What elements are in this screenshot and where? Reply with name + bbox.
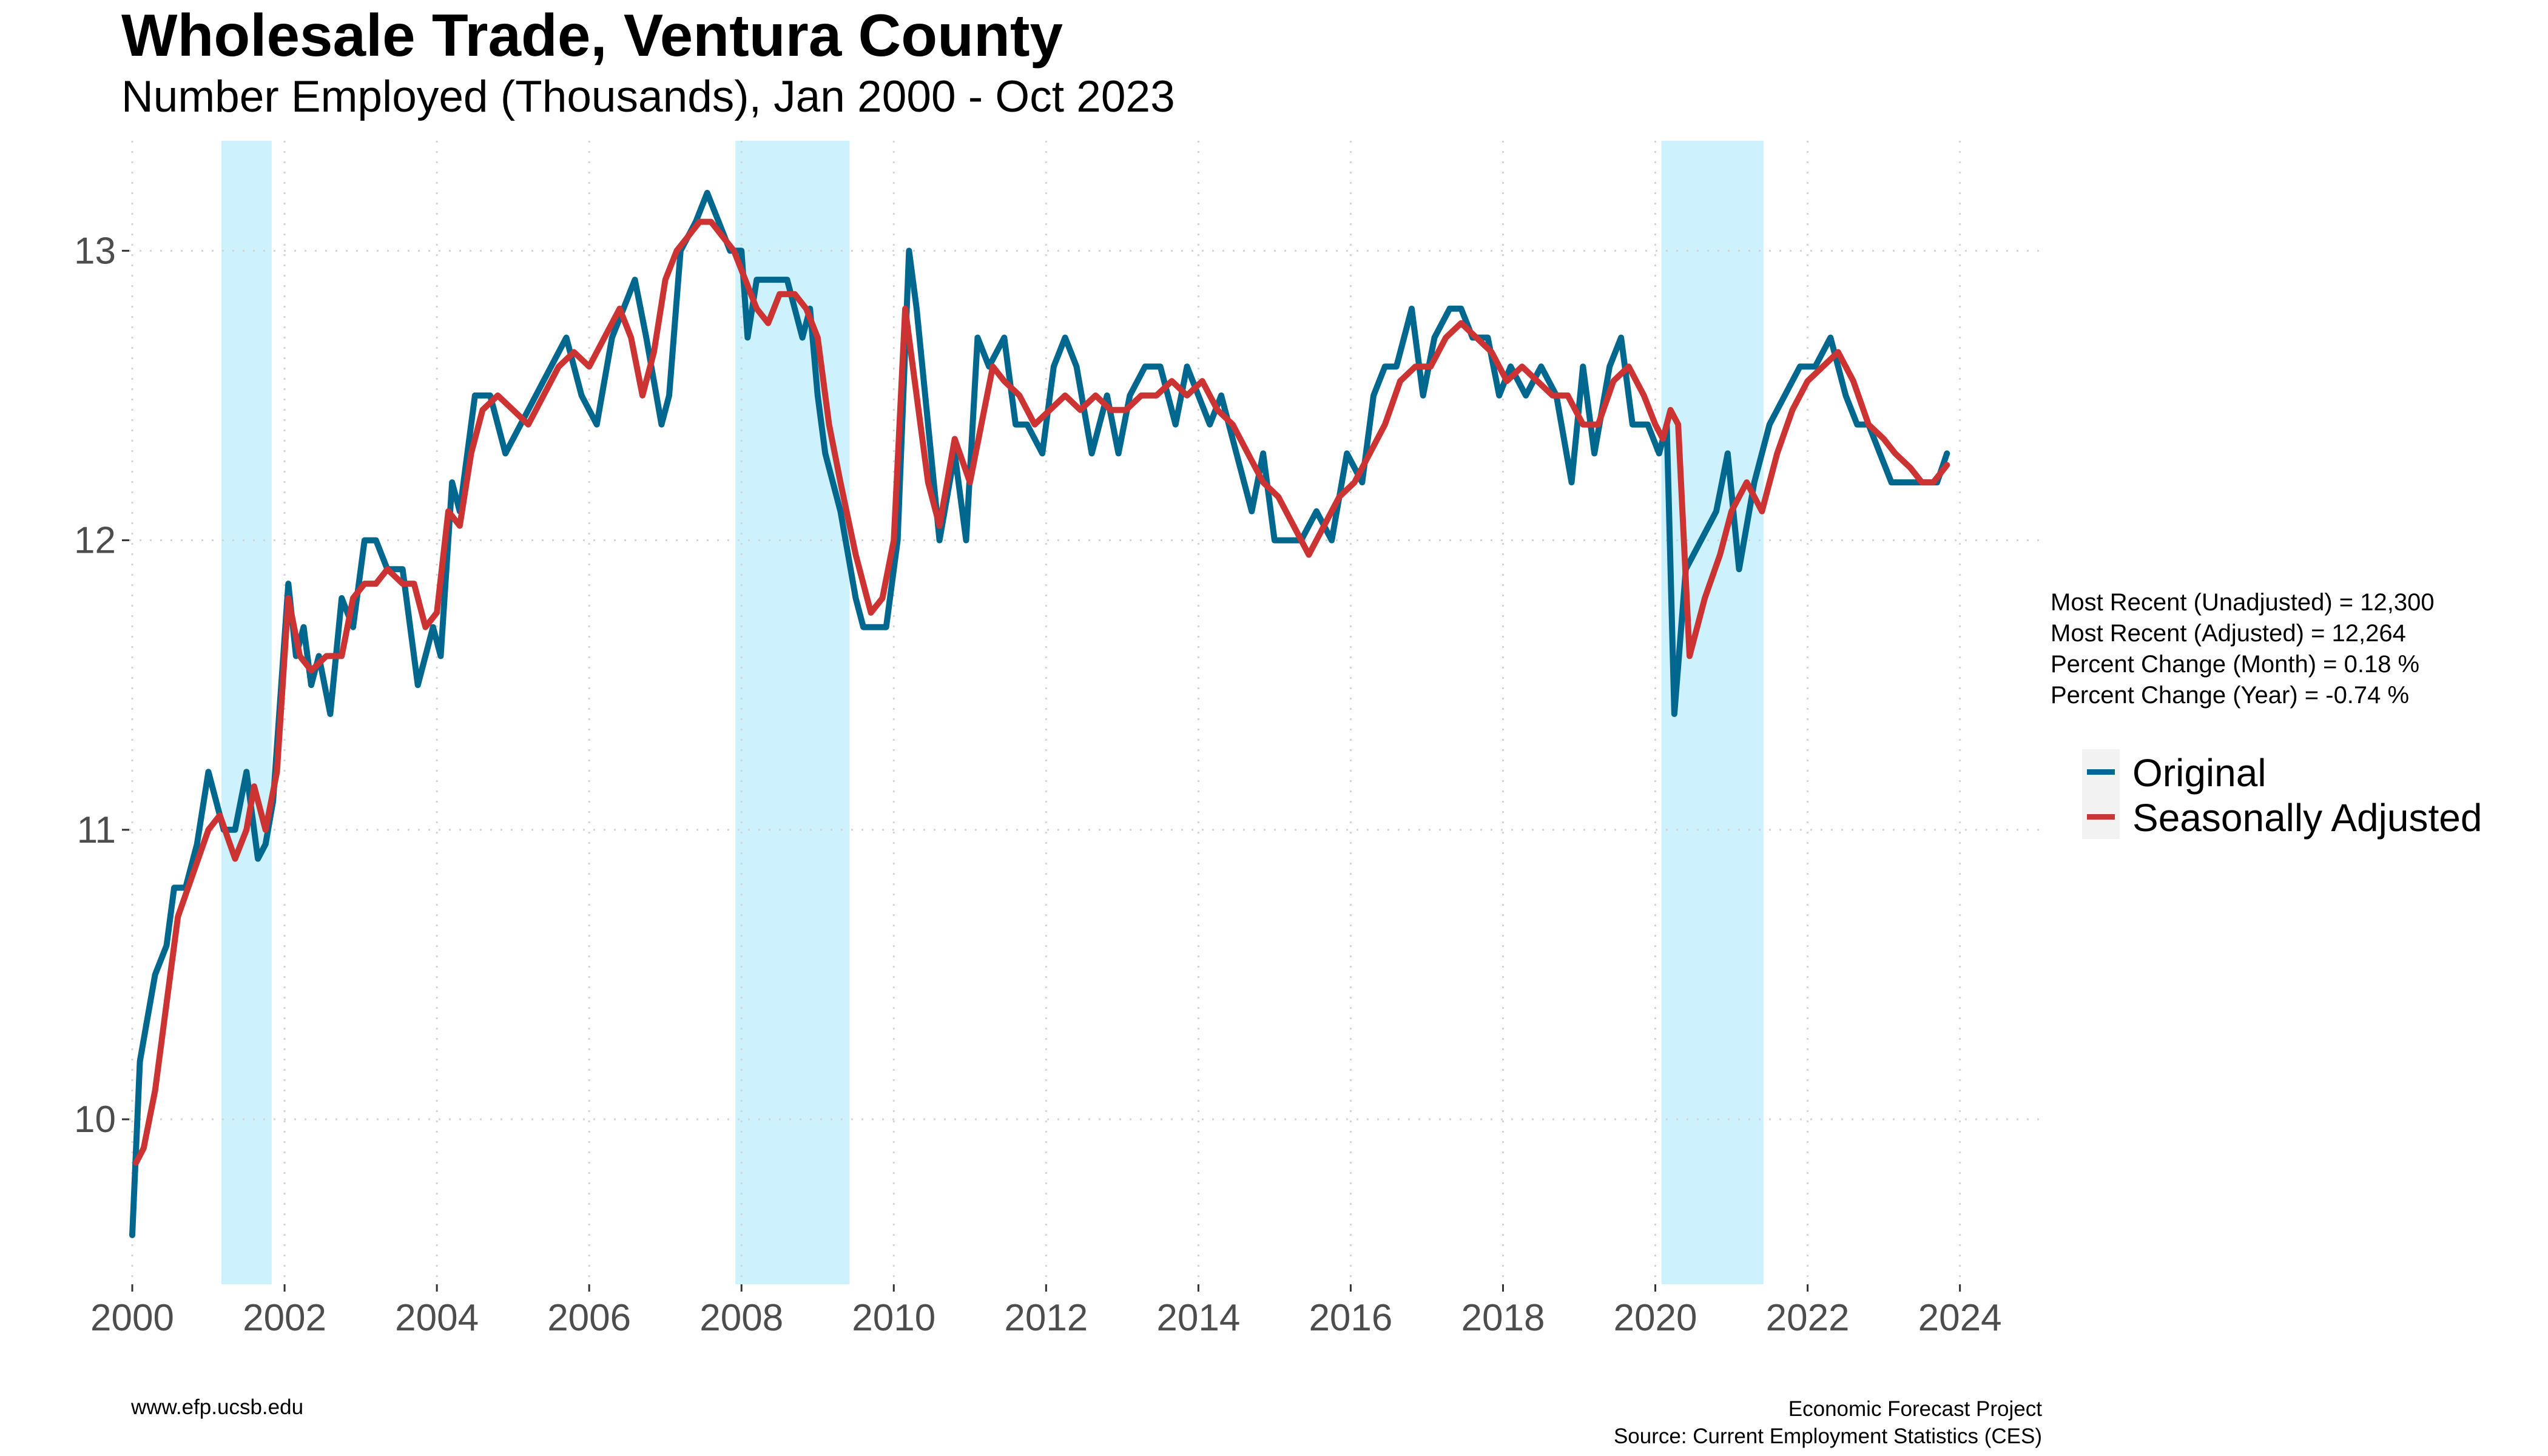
legend-swatch-original bbox=[2087, 769, 2115, 775]
chart-title: Wholesale Trade, Ventura County bbox=[121, 2, 1063, 69]
legend-label-adjusted: Seasonally Adjusted bbox=[2132, 796, 2482, 840]
x-tick-label-2016: 2016 bbox=[1309, 1297, 1392, 1339]
recession-band-3 bbox=[1661, 141, 1764, 1284]
stat-month-change: Percent Change (Month) = 0.18 % bbox=[2051, 651, 2420, 678]
stat-unadjusted: Most Recent (Unadjusted) = 12,300 bbox=[2051, 589, 2435, 616]
legend-label-original: Original bbox=[2132, 751, 2267, 795]
stat-adjusted: Most Recent (Adjusted) = 12,264 bbox=[2051, 620, 2406, 647]
legend-key-adjusted bbox=[2082, 794, 2120, 839]
gridlines bbox=[129, 141, 2048, 1284]
x-tick-label-2008: 2008 bbox=[699, 1297, 783, 1339]
legend-key-original bbox=[2082, 749, 2120, 794]
footer-website: www.efp.ucsb.edu bbox=[131, 1395, 304, 1419]
recession-bands bbox=[221, 141, 1764, 1284]
recession-band-2 bbox=[735, 141, 850, 1284]
series-lines bbox=[129, 189, 1950, 1238]
x-tick-label-2022: 2022 bbox=[1766, 1297, 1850, 1339]
footer-source-line: Source: Current Employment Statistics (C… bbox=[1613, 1424, 2042, 1448]
chart-subtitle: Number Employed (Thousands), Jan 2000 - … bbox=[121, 72, 1175, 121]
y-tick-label-12: 12 bbox=[74, 520, 116, 562]
x-tick-label-2010: 2010 bbox=[852, 1297, 935, 1339]
x-tick-label-2004: 2004 bbox=[395, 1297, 479, 1339]
series-line-original bbox=[129, 189, 1950, 1238]
y-tick-label-13: 13 bbox=[74, 230, 116, 272]
y-tick-label-10: 10 bbox=[74, 1099, 116, 1141]
stat-year-change: Percent Change (Year) = -0.74 % bbox=[2051, 682, 2410, 709]
footer-project: Economic Forecast Project bbox=[1788, 1397, 2042, 1421]
summary-stats: Most Recent (Unadjusted) = 12,300 Most R… bbox=[2051, 587, 2435, 711]
x-tick-label-2018: 2018 bbox=[1461, 1297, 1545, 1339]
x-tick-label-2000: 2000 bbox=[90, 1297, 174, 1339]
x-tick-label-2002: 2002 bbox=[243, 1297, 326, 1339]
legend-swatch-adjusted bbox=[2087, 814, 2115, 820]
x-tick-label-2024: 2024 bbox=[1918, 1297, 2002, 1339]
x-tick-label-2012: 2012 bbox=[1004, 1297, 1088, 1339]
x-tick-label-2014: 2014 bbox=[1156, 1297, 1240, 1339]
footer-source: Economic Forecast Project Source: Curren… bbox=[1614, 1395, 2042, 1450]
y-tick-label-11: 11 bbox=[77, 809, 116, 851]
x-tick-label-2006: 2006 bbox=[547, 1297, 631, 1339]
series-line-adjusted bbox=[133, 218, 1950, 1166]
axes: 2000 2002 2004 2006 2008 2010 2012 2014 2016 2018… bbox=[74, 230, 2002, 1339]
recession-band-1 bbox=[221, 141, 272, 1284]
x-tick-label-2020: 2020 bbox=[1614, 1297, 1697, 1339]
